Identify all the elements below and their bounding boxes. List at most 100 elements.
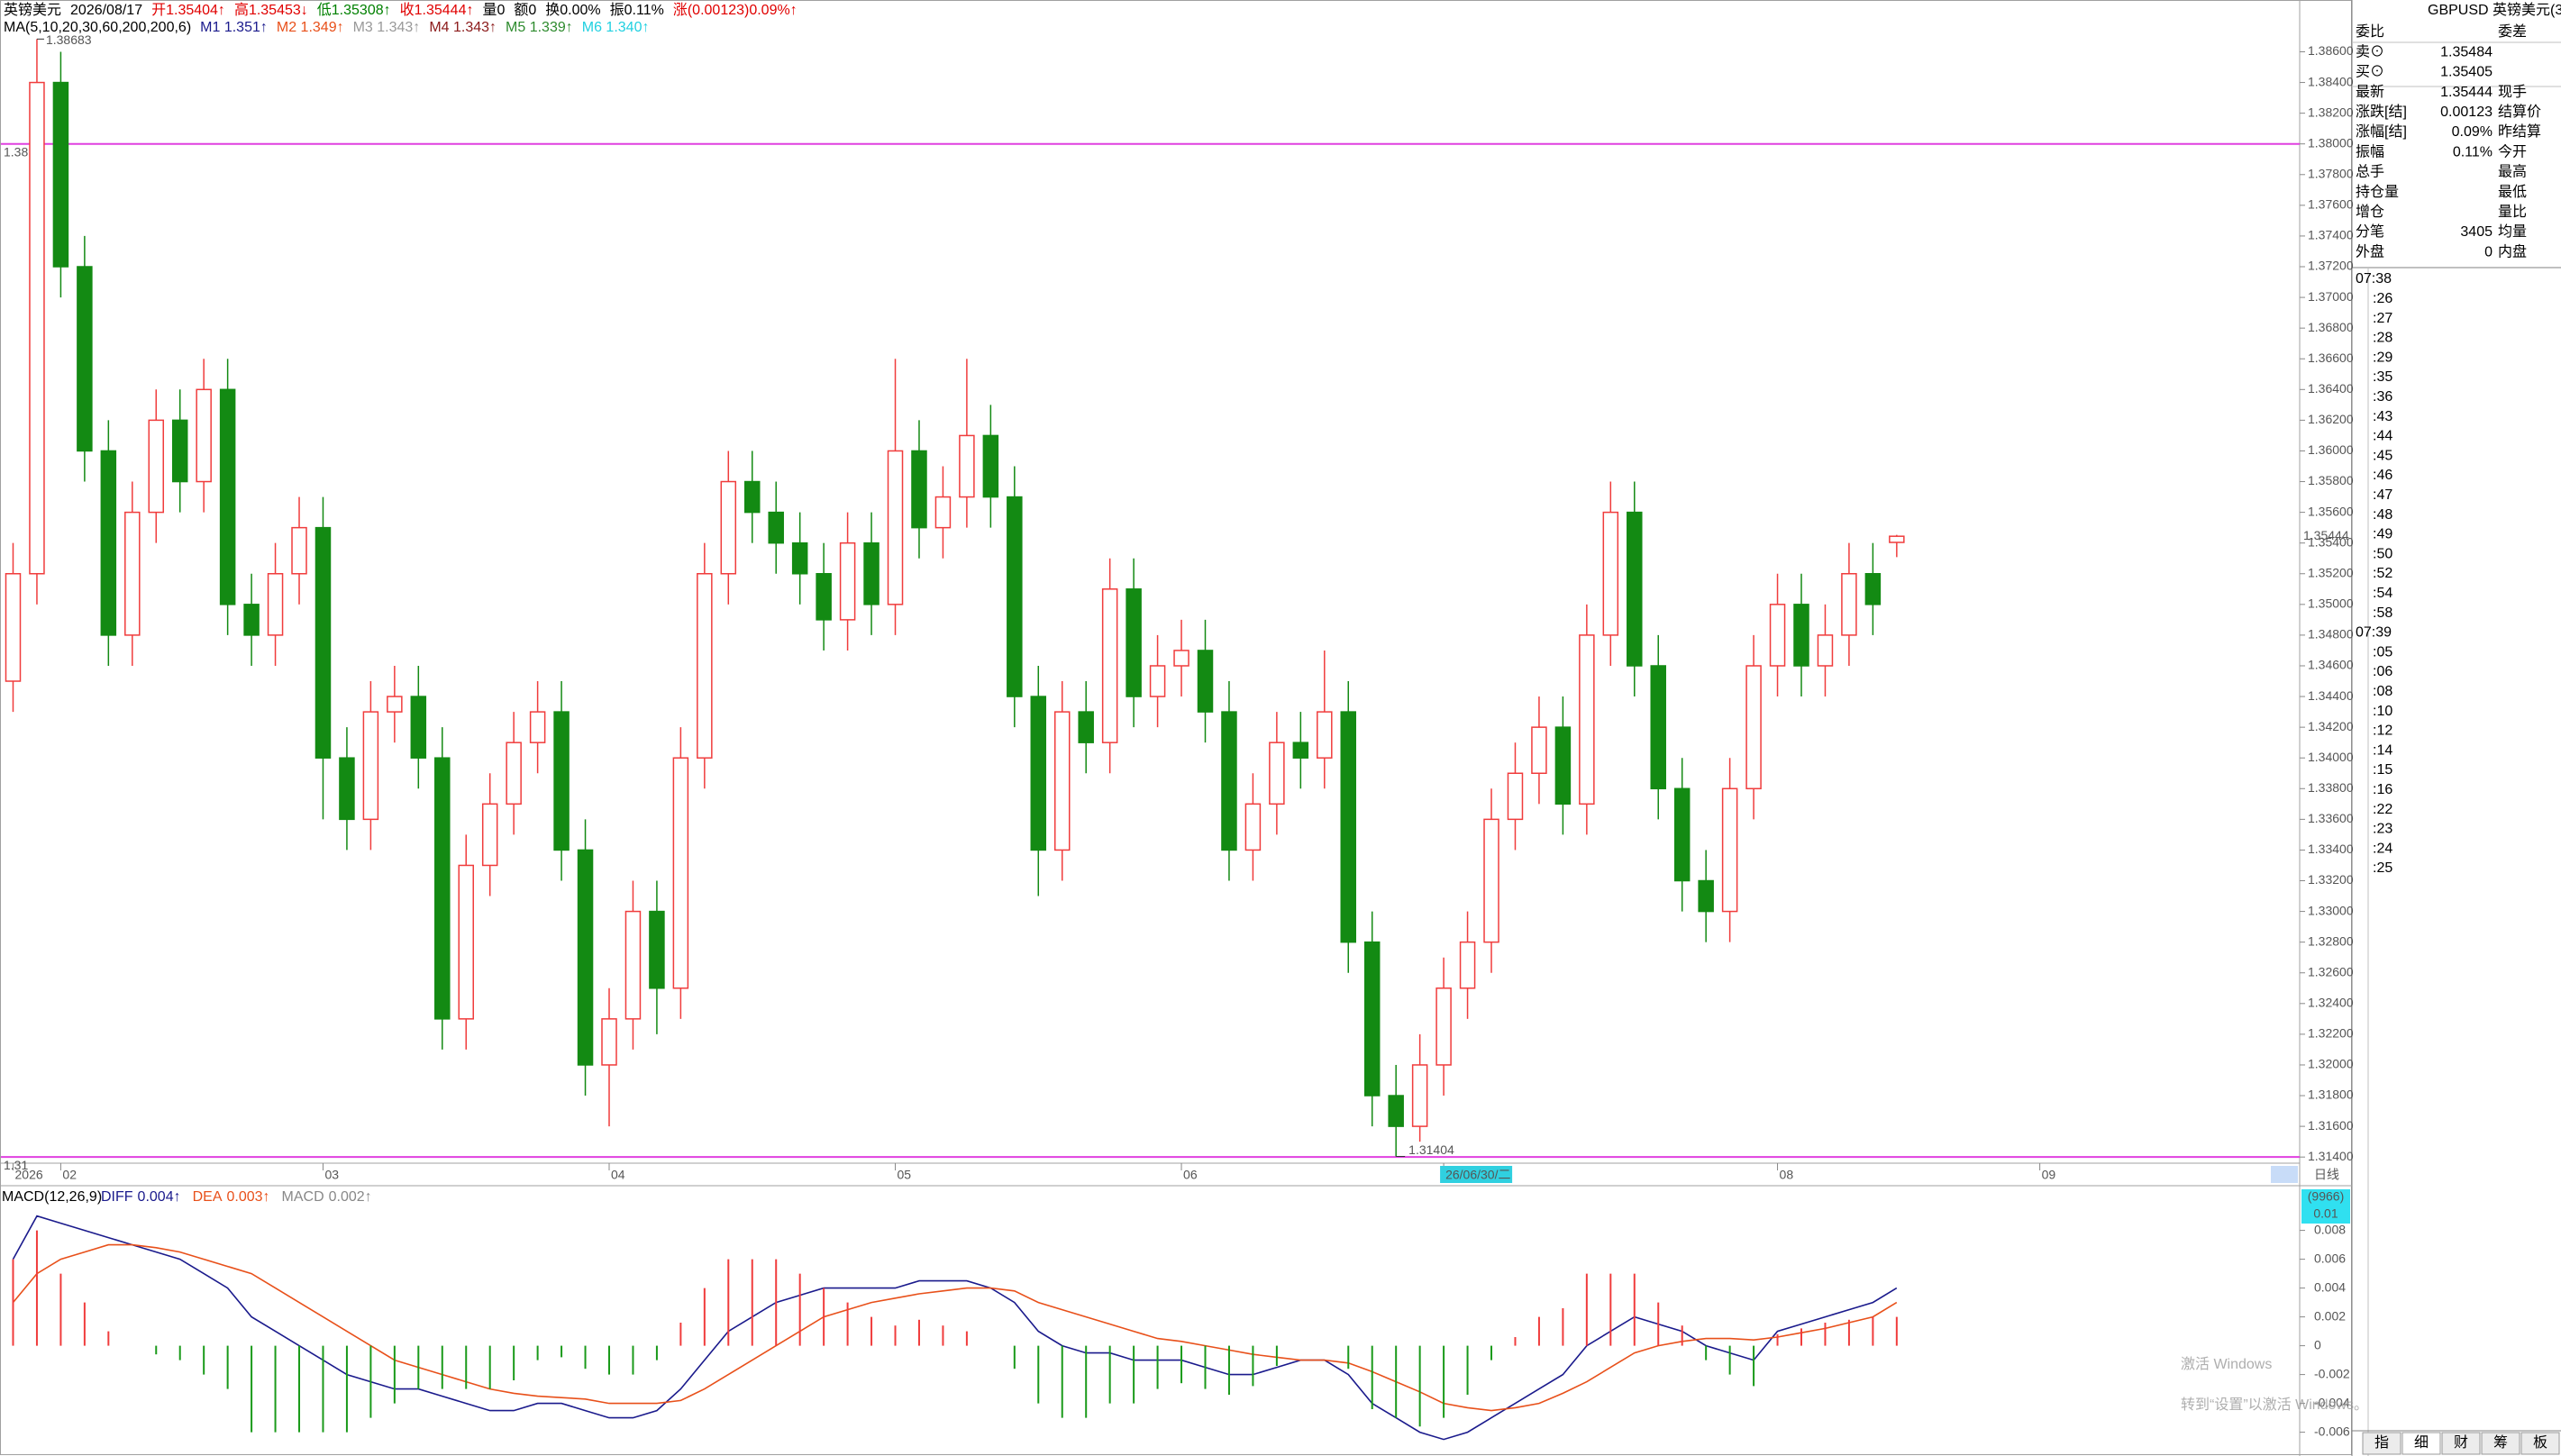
candle-body: [52, 81, 69, 268]
tab[interactable]: [2362, 1432, 2402, 1455]
y-tick-label: 1.36200: [2308, 412, 2354, 426]
header-ma-item: M6 1.340↑: [582, 20, 650, 35]
reference-line-label: 1.31: [4, 1158, 28, 1172]
scale-box-label: 0.01: [2313, 1206, 2338, 1221]
candle-body: [339, 757, 355, 821]
y-tick-label: 1.33000: [2308, 903, 2354, 917]
tab[interactable]: [2441, 1432, 2481, 1455]
candle-body: [410, 696, 427, 759]
row-value: 1.35484: [2440, 44, 2493, 59]
row-value: 0: [2484, 244, 2493, 259]
macd-legend: DEA 0.003↑: [193, 1189, 270, 1205]
row-right-label: 今开: [2498, 143, 2527, 159]
row-label: 振幅: [2356, 143, 2384, 159]
legend-name: MACD: [282, 1189, 324, 1205]
y-tick-label: 1.37800: [2308, 166, 2354, 180]
content: 英镑美元 2026/08/17 开1.35404↑ 高1.35453↓ 低1.35308…: [1, 2, 2354, 1441]
header-quote-item: 换0.00%: [545, 2, 600, 18]
tab-label[interactable]: 筹: [2493, 1434, 2508, 1451]
y-tick-label: 1.33200: [2308, 872, 2354, 887]
tab-label[interactable]: 指: [2374, 1434, 2389, 1451]
max-annotation: 1.38683: [46, 32, 92, 47]
macd-title: MACD(12,26,9): [2, 1189, 102, 1205]
x-tick-label: 06: [1183, 1168, 1198, 1182]
tab-label[interactable]: 细: [2414, 1434, 2429, 1451]
candle-body: [697, 573, 713, 759]
candle-body: [1078, 711, 1094, 743]
row-right-label: 量比: [2498, 204, 2527, 220]
candle-body: [911, 450, 927, 529]
tick-time: :14: [2373, 742, 2392, 758]
scroll-thumb[interactable]: [2271, 1166, 2298, 1183]
candle-body: [458, 864, 474, 1020]
x-tick-label: 08: [1780, 1168, 1794, 1182]
y-tick-label: 1.35000: [2308, 596, 2354, 611]
candle-body: [1030, 696, 1047, 851]
tick-time: :54: [2373, 586, 2392, 601]
row-label: 涨幅[结]: [2356, 123, 2407, 140]
candle-body: [291, 526, 307, 575]
x-tick-label: 04: [611, 1168, 625, 1182]
row-right-label: 现手: [2498, 84, 2527, 100]
row-label: 增仓: [2356, 204, 2384, 220]
candle-body: [243, 604, 260, 636]
tick-time: :23: [2373, 822, 2392, 837]
candle-body: [1483, 818, 1499, 943]
y-tick-label: 1.37200: [2308, 259, 2354, 273]
panel-title: GBPUSD 英镑美元(3: [2428, 2, 2561, 18]
y-tick-label: 1.34800: [2308, 627, 2354, 642]
candle-body: [1244, 803, 1262, 851]
candle-body: [387, 696, 403, 713]
header-quote-item: 额0: [514, 2, 536, 18]
tick-time: :35: [2373, 369, 2392, 385]
y-tick-label: 1.32600: [2308, 964, 2354, 978]
header-quote-item: 开1.35404↑: [151, 3, 225, 18]
candle-body: [506, 742, 522, 805]
candle-body: [1554, 726, 1572, 805]
crosshair-date-box: [1440, 1166, 1513, 1183]
candle-body: [434, 757, 451, 1020]
candle-body: [791, 541, 808, 575]
y-tick-label: 1.35600: [2308, 504, 2354, 518]
candle-body: [1841, 573, 1857, 636]
candle-body: [1627, 511, 1643, 667]
tab[interactable]: [2402, 1432, 2441, 1455]
tick-time: :10: [2373, 704, 2392, 719]
row-label: 持仓量: [2356, 184, 2399, 200]
tick-time: 07:38: [2356, 271, 2392, 287]
candle-body: [1317, 711, 1333, 759]
row-value: 0.00123: [2440, 105, 2493, 120]
tick-time: :52: [2373, 566, 2392, 581]
row-right-label: 均量: [2498, 223, 2527, 240]
macd-line: [12, 1215, 1898, 1441]
candle-body: [1101, 588, 1118, 743]
header-quote-item: 英镑美元: [4, 2, 61, 18]
candle-body: [1673, 787, 1691, 882]
candle-body: [196, 388, 212, 483]
candle-body: [314, 526, 332, 759]
tab[interactable]: [2520, 1432, 2560, 1455]
x-tick-label: 03: [324, 1168, 339, 1182]
tab[interactable]: [2481, 1432, 2520, 1455]
row-label: 卖⊙: [2356, 43, 2384, 59]
row-label: 外盘: [2356, 242, 2384, 259]
y-tick-label: 1.34600: [2308, 658, 2354, 672]
candle-body: [1221, 711, 1237, 851]
y-tick-label: 1.37000: [2308, 289, 2354, 304]
candle-body: [77, 266, 93, 452]
row-label: 涨跌[结]: [2356, 104, 2407, 120]
y-tick-label: 1.36400: [2308, 381, 2354, 396]
tick-time: :08: [2373, 684, 2392, 699]
tick-time: :25: [2373, 860, 2392, 876]
x-tick-label: 2026: [15, 1168, 43, 1182]
y-tick-label: 1.33800: [2308, 780, 2354, 795]
y-tick-label: 1.31400: [2308, 1149, 2354, 1163]
candle-body: [1864, 573, 1882, 605]
tab-label[interactable]: 板: [2533, 1434, 2547, 1451]
tab-label[interactable]: 财: [2454, 1434, 2468, 1451]
candle-body: [863, 541, 879, 605]
candle-body: [1149, 665, 1166, 697]
tick-time: :43: [2373, 409, 2392, 424]
row-right-label: 最低: [2498, 184, 2527, 200]
